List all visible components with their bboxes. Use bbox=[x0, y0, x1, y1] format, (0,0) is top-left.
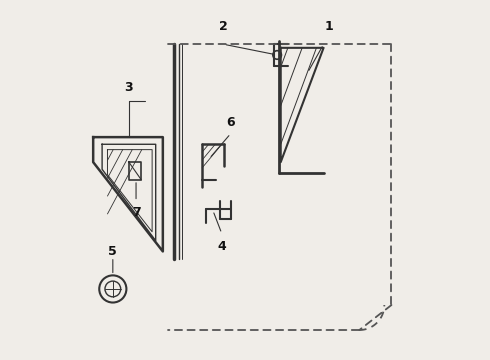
Text: 2: 2 bbox=[219, 20, 228, 33]
Text: 7: 7 bbox=[132, 206, 141, 219]
Text: 6: 6 bbox=[226, 116, 235, 129]
Text: 1: 1 bbox=[324, 20, 333, 33]
Text: 3: 3 bbox=[124, 81, 133, 94]
Text: 4: 4 bbox=[218, 240, 226, 253]
Text: 5: 5 bbox=[108, 245, 117, 258]
